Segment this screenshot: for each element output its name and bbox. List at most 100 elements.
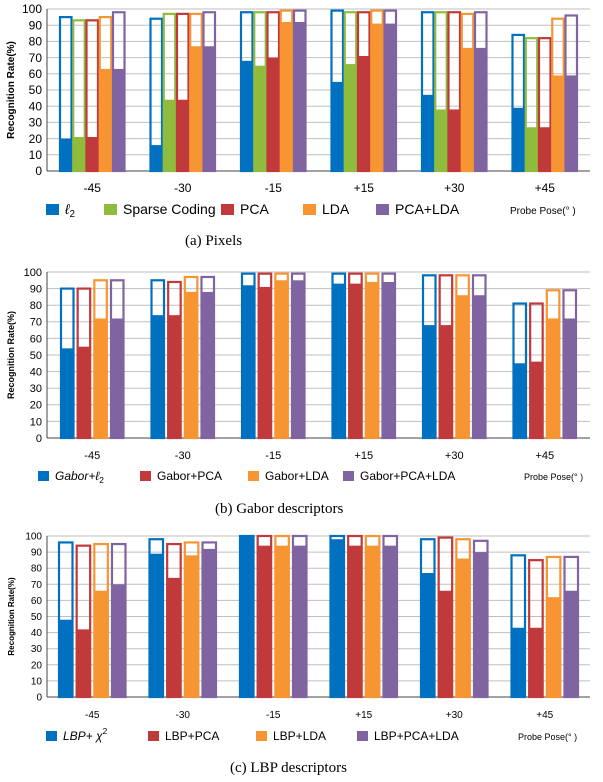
x-tick-label: +15 [355, 710, 372, 721]
bar [85, 136, 99, 171]
legend-label: LDA [322, 201, 350, 217]
legend-swatch [221, 204, 234, 215]
x-tick-label: -45 [85, 710, 100, 721]
bar [365, 281, 380, 438]
bar [93, 318, 108, 438]
x-tick-label: +45 [535, 450, 554, 462]
bar [347, 545, 363, 697]
x-tick-label: -30 [174, 181, 192, 195]
y-tick-label: 40 [31, 628, 43, 639]
bar [274, 545, 290, 697]
legend-label: PCA+LDA [395, 201, 460, 217]
bar [274, 280, 289, 438]
bar [184, 291, 199, 438]
bar [149, 145, 163, 171]
bar [455, 558, 471, 697]
bar [562, 318, 577, 438]
legend-label: PCA [240, 201, 269, 217]
y-tick-label: 10 [30, 416, 42, 428]
bar [437, 590, 453, 697]
bar [455, 295, 470, 438]
bar [344, 64, 357, 171]
y-tick-label: 10 [29, 148, 43, 162]
y-tick-label: 20 [29, 132, 43, 146]
bar [59, 138, 73, 171]
y-tick-label: 60 [31, 596, 43, 607]
bar [291, 280, 306, 438]
bar [525, 127, 538, 171]
bar [546, 318, 561, 438]
bar [112, 68, 126, 171]
bar [266, 57, 280, 171]
legend-label: Gabor+ℓ2 [55, 469, 104, 485]
bar [348, 283, 363, 438]
x-axis-label: Probe Pose(° ) [524, 472, 583, 482]
chart-1: 0 10 20 30 40 50 60 70 80 90 100 Recognition Rate(%… [6, 2, 590, 249]
bar [551, 75, 565, 171]
y-tick-label: 70 [31, 580, 43, 591]
bar [381, 281, 396, 438]
legend-label: Gabor+LDA [265, 469, 329, 483]
bar [421, 94, 435, 171]
x-tick-label: +30 [446, 710, 463, 721]
bar [240, 60, 254, 172]
legend-label: Gabor+PCA [157, 469, 222, 483]
bar [434, 109, 448, 171]
y-tick-label: 20 [31, 660, 43, 671]
y-tick-label: 70 [29, 51, 43, 65]
legend-swatch [38, 471, 49, 481]
x-tick-label: -45 [84, 450, 100, 462]
bar [382, 545, 398, 697]
bar [292, 545, 308, 697]
y-tick-label: 10 [31, 676, 43, 687]
bar [370, 23, 384, 171]
bar [148, 553, 164, 697]
y-tick-label: 80 [31, 564, 43, 575]
legend-label: ℓ2 [64, 201, 75, 220]
y-tick-label: 100 [24, 267, 42, 279]
y-tick-label: 100 [22, 2, 42, 16]
bar [473, 552, 489, 697]
bar [60, 348, 75, 438]
x-tick-label: +30 [445, 450, 464, 462]
legend-swatch [248, 471, 259, 481]
x-tick-label: -30 [175, 450, 191, 462]
legend-swatch [140, 471, 151, 481]
bar [461, 47, 474, 171]
bar [201, 548, 217, 697]
chart-caption: (a) Pixels [185, 233, 242, 249]
bar [72, 136, 86, 171]
chart-caption: (b) Gabor descriptors [215, 501, 343, 517]
bar [563, 590, 579, 697]
bar [331, 283, 346, 438]
bar [512, 363, 527, 438]
bar [202, 46, 216, 172]
bar [329, 539, 345, 697]
bar [357, 55, 371, 172]
bar [110, 318, 125, 438]
bar [280, 21, 293, 172]
bar [76, 346, 91, 438]
bar [176, 99, 190, 171]
x-axis-label: Probe Pose(° ) [510, 206, 576, 217]
y-tick-label: 0 [36, 693, 42, 704]
legend-swatch [256, 731, 267, 741]
bar [111, 584, 127, 697]
y-tick-label: 80 [29, 35, 43, 49]
bar [163, 99, 176, 171]
y-tick-label: 50 [31, 612, 43, 623]
x-tick-label: -15 [266, 710, 281, 721]
legend-label: Gabor+PCA+LDA [360, 469, 455, 483]
bar [538, 127, 552, 171]
bar [239, 536, 255, 697]
y-axis-label: Recognition Rate(%) [6, 311, 16, 399]
x-tick-label: +45 [535, 181, 556, 195]
legend-label: LBP+PCA+LDA [374, 729, 459, 743]
legend-swatch [46, 731, 57, 741]
y-tick-label: 0 [35, 164, 42, 178]
legend-swatch [104, 204, 117, 215]
bar [253, 65, 267, 171]
y-tick-label: 70 [30, 317, 42, 329]
y-tick-label: 0 [36, 433, 42, 445]
legend-label: LBP+PCA [165, 729, 219, 743]
